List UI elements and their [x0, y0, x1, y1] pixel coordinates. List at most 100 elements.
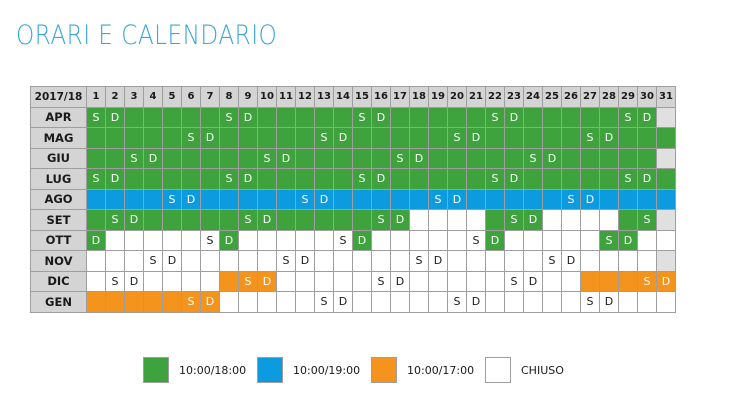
- calendar-day-cell: [638, 292, 657, 313]
- calendar-day-cell: S: [486, 169, 505, 190]
- calendar-day-cell: [600, 189, 619, 210]
- month-label: GEN: [31, 292, 87, 313]
- calendar-day-cell: S: [619, 169, 638, 190]
- calendar-day-cell: [448, 230, 467, 251]
- day-header: 22: [486, 87, 505, 108]
- calendar-day-cell: [277, 271, 296, 292]
- calendar-day-cell: D: [258, 210, 277, 231]
- calendar-day-cell: [448, 271, 467, 292]
- calendar-day-cell: D: [429, 251, 448, 272]
- legend-swatch: [485, 357, 511, 383]
- calendar-day-cell: S: [296, 189, 315, 210]
- calendar-day-cell: [543, 210, 562, 231]
- calendar-day-cell: S: [562, 189, 581, 210]
- calendar-day-cell: [429, 169, 448, 190]
- day-header: 4: [144, 87, 163, 108]
- calendar-day-cell: [638, 128, 657, 149]
- calendar-day-cell: S: [543, 251, 562, 272]
- calendar-day-cell: [106, 251, 125, 272]
- calendar-day-cell: [562, 292, 581, 313]
- calendar-day-cell: D: [524, 271, 543, 292]
- calendar-day-cell: [315, 210, 334, 231]
- calendar-day-cell: [315, 271, 334, 292]
- calendar-day-cell: [391, 107, 410, 128]
- calendar-day-cell: [600, 107, 619, 128]
- day-header: 6: [182, 87, 201, 108]
- calendar-day-cell: [201, 271, 220, 292]
- day-header: 24: [524, 87, 543, 108]
- calendar-day-cell: S: [106, 210, 125, 231]
- legend-item: CHIUSO: [485, 357, 599, 383]
- calendar-day-cell: [220, 128, 239, 149]
- calendar-day-cell: [657, 148, 676, 169]
- calendar-day-cell: D: [87, 230, 106, 251]
- calendar-day-cell: D: [106, 169, 125, 190]
- calendar-day-cell: D: [277, 148, 296, 169]
- calendar-day-cell: D: [125, 271, 144, 292]
- calendar-day-cell: [372, 251, 391, 272]
- calendar-day-cell: [220, 292, 239, 313]
- calendar-day-cell: [429, 107, 448, 128]
- calendar-day-cell: [524, 230, 543, 251]
- calendar-day-cell: [201, 148, 220, 169]
- day-header: 12: [296, 87, 315, 108]
- calendar-day-cell: [581, 169, 600, 190]
- month-label: SET: [31, 210, 87, 231]
- calendar-day-cell: [429, 210, 448, 231]
- calendar-day-cell: [600, 210, 619, 231]
- calendar-day-cell: [391, 251, 410, 272]
- day-header: 9: [239, 87, 258, 108]
- day-header: 21: [467, 87, 486, 108]
- calendar-day-cell: S: [182, 128, 201, 149]
- calendar-day-cell: [220, 189, 239, 210]
- calendar-day-cell: S: [239, 271, 258, 292]
- calendar-day-cell: [448, 107, 467, 128]
- calendar-day-cell: [163, 128, 182, 149]
- legend-label: 10:00/18:00: [179, 363, 247, 377]
- calendar-day-cell: [334, 251, 353, 272]
- calendar-day-cell: [372, 148, 391, 169]
- calendar-day-cell: [87, 251, 106, 272]
- calendar-day-cell: [448, 148, 467, 169]
- calendar-day-cell: D: [239, 169, 258, 190]
- calendar-day-cell: [220, 148, 239, 169]
- calendar-day-cell: S: [315, 292, 334, 313]
- calendar-day-cell: [353, 189, 372, 210]
- calendar-day-cell: [144, 107, 163, 128]
- calendar-day-cell: [182, 210, 201, 231]
- calendar-day-cell: [543, 107, 562, 128]
- calendar-day-cell: [87, 210, 106, 231]
- calendar-day-cell: S: [353, 107, 372, 128]
- calendar-day-cell: [239, 251, 258, 272]
- calendar-day-cell: [562, 148, 581, 169]
- calendar-day-cell: [144, 210, 163, 231]
- calendar-day-cell: [562, 210, 581, 231]
- day-header: 30: [638, 87, 657, 108]
- calendar-day-cell: [125, 128, 144, 149]
- calendar-day-cell: [353, 271, 372, 292]
- calendar-day-cell: [410, 271, 429, 292]
- calendar-day-cell: [296, 292, 315, 313]
- calendar-day-cell: [372, 189, 391, 210]
- calendar-day-cell: [391, 292, 410, 313]
- calendar-day-cell: [277, 230, 296, 251]
- legend-swatch: [371, 357, 397, 383]
- calendar-day-cell: D: [581, 189, 600, 210]
- calendar-day-cell: [106, 189, 125, 210]
- calendar-day-cell: D: [372, 169, 391, 190]
- calendar-day-cell: [296, 107, 315, 128]
- calendar-day-cell: S: [220, 107, 239, 128]
- calendar-day-cell: [296, 148, 315, 169]
- calendar-day-cell: [239, 128, 258, 149]
- calendar-day-cell: S: [87, 169, 106, 190]
- calendar-day-cell: [353, 128, 372, 149]
- calendar-day-cell: S: [163, 189, 182, 210]
- calendar-day-cell: [581, 148, 600, 169]
- legend-label: 10:00/19:00: [293, 363, 361, 377]
- calendar-day-cell: [638, 230, 657, 251]
- calendar-day-cell: [372, 128, 391, 149]
- calendar-day-cell: S: [448, 128, 467, 149]
- calendar-day-cell: S: [429, 189, 448, 210]
- calendar-day-cell: [258, 251, 277, 272]
- calendar-day-cell: [619, 148, 638, 169]
